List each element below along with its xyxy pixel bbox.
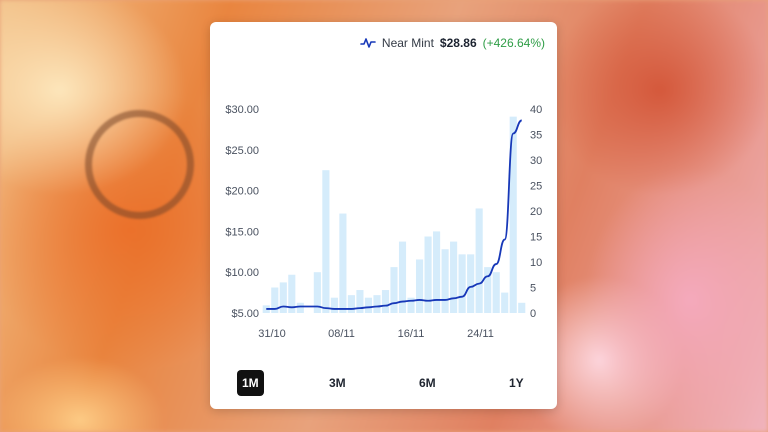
- right-axis-tick-label: 20: [530, 206, 542, 218]
- volume-bar: [475, 208, 483, 313]
- volume-bar: [441, 249, 449, 313]
- volume-bar: [518, 302, 526, 313]
- volume-bar: [458, 254, 466, 313]
- volume-bar: [424, 236, 432, 313]
- volume-bar: [415, 259, 424, 313]
- left-axis-tick-label: $15.00: [225, 226, 259, 238]
- right-axis-tick-label: 10: [530, 257, 542, 269]
- right-axis-tick-label: 15: [530, 232, 542, 244]
- current-price: $28.86: [439, 36, 477, 50]
- volume-bar: [330, 297, 338, 313]
- condition-label: Near Mint: [381, 36, 434, 50]
- right-axis-tick-label: 5: [530, 283, 536, 295]
- x-axis-tick-label: 31/10: [258, 328, 286, 340]
- activity-pulse-icon: [360, 38, 376, 48]
- left-axis-tick-label: $10.00: [225, 267, 259, 279]
- volume-bar: [288, 274, 296, 313]
- volume-bar: [450, 241, 458, 313]
- tab-1m[interactable]: 1M: [237, 370, 264, 396]
- right-axis-tick-label: 40: [530, 104, 542, 116]
- volume-bar: [364, 297, 373, 313]
- volume-bar: [271, 287, 279, 313]
- timeframe-tabs: 1M 3M 6M 1Y: [234, 368, 537, 396]
- volume-bar: [296, 302, 304, 313]
- right-axis-tick-label: 35: [530, 130, 542, 142]
- right-axis-tick-label: 0: [530, 308, 536, 320]
- price-summary: Near Mint $28.86 (+426.64%): [360, 36, 545, 50]
- tab-3m[interactable]: 3M: [329, 376, 346, 390]
- left-axis-tick-label: $20.00: [225, 186, 259, 198]
- price-line: [266, 119, 523, 310]
- x-axis-tick-label: 08/11: [328, 328, 355, 340]
- background-art-ring: [85, 110, 194, 219]
- volume-bar: [501, 292, 509, 313]
- x-axis-tick-label: 24/11: [467, 328, 494, 340]
- right-axis-tick-label: 25: [530, 181, 542, 193]
- volume-bar: [390, 267, 398, 313]
- volume-bar: [347, 295, 355, 313]
- tab-6m[interactable]: 6M: [419, 376, 436, 390]
- price-history-card: Near Mint $28.86 (+426.64%) $5.00 $10.00 $…: [210, 22, 557, 409]
- left-axis-tick-label: $25.00: [225, 145, 259, 157]
- volume-bar: [381, 290, 390, 313]
- right-axis-tick-label: 30: [530, 155, 542, 167]
- volume-bar: [467, 254, 475, 313]
- volume-bar: [356, 290, 364, 313]
- price-history-chart: $5.00 $10.00 $15.00 $20.00 $25.00 $30.00 0 5 10 1…: [225, 104, 542, 340]
- tab-1y[interactable]: 1Y: [509, 376, 524, 390]
- volume-bar: [407, 297, 415, 313]
- volume-bar: [509, 116, 517, 314]
- volume-bar: [433, 231, 441, 313]
- volume-bar: [279, 282, 287, 313]
- volume-bar: [322, 170, 330, 313]
- left-axis-tick-label: $5.00: [231, 308, 259, 320]
- volume-bar: [313, 272, 321, 313]
- left-axis-tick-label: $30.00: [225, 104, 259, 116]
- volume-bar: [484, 267, 492, 313]
- x-axis-tick-label: 16/11: [398, 328, 425, 340]
- volume-bar: [398, 241, 407, 313]
- volume-bar: [373, 295, 381, 313]
- volume-bar: [339, 213, 347, 313]
- volume-bar: [492, 272, 500, 313]
- price-change-percent: (+426.64%): [482, 36, 545, 50]
